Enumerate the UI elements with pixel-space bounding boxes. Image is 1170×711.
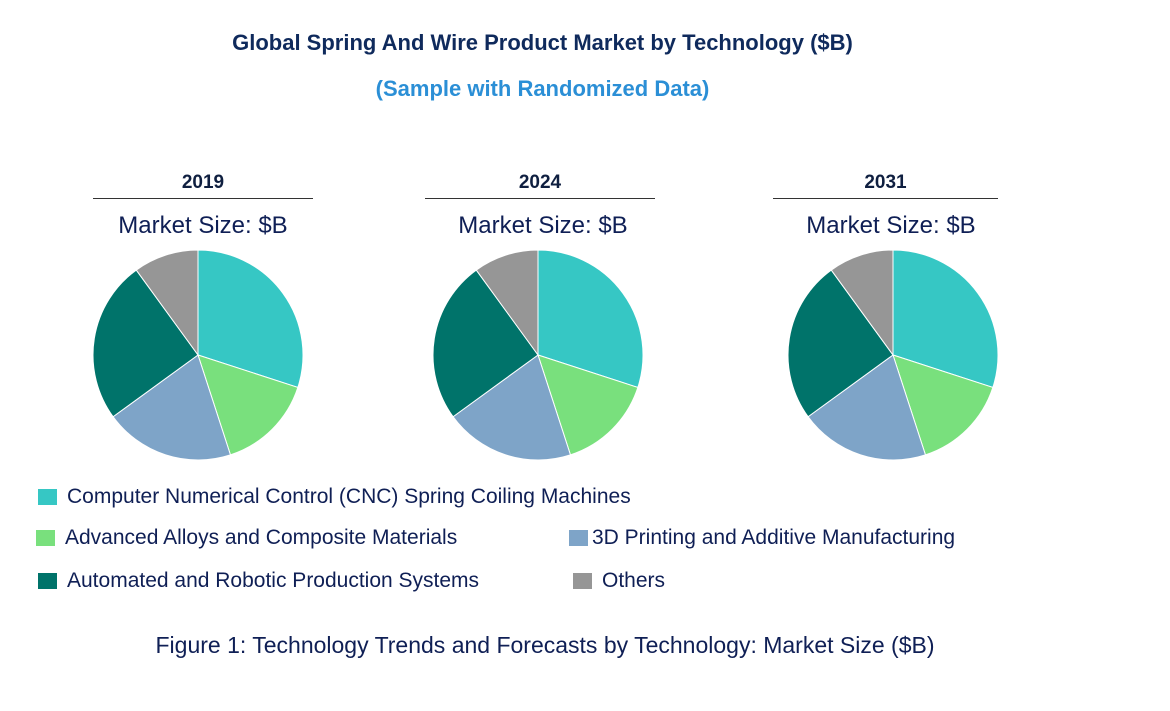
pie-slice-2024-automated	[432, 269, 539, 418]
figure-caption: Figure 1: Technology Trends and Forecast…	[155, 632, 935, 658]
legend-label: Others	[602, 569, 666, 592]
legend-swatch	[38, 573, 57, 589]
pie-slice-2019-alloys	[197, 354, 299, 456]
pie-slice-2031-others	[830, 249, 894, 357]
legend-label: 3D Printing and Additive Manufacturing	[592, 526, 956, 549]
market-size-2031: Market Size: $B	[806, 212, 976, 239]
pie-title-2031: 2031	[864, 172, 907, 193]
pie-title-2019: 2019	[181, 172, 225, 193]
pie-title-2024: 2024	[518, 172, 562, 193]
legend-label: Computer Numerical Control (CNC) Spring …	[67, 485, 631, 508]
market-size-2024: Market Size: $B	[458, 212, 628, 239]
legend-item-cnc: Computer Numerical Control (CNC) Spring …	[38, 485, 631, 509]
market-size-2019: Market Size: $B	[118, 212, 288, 239]
divider	[773, 198, 998, 199]
legend-swatch	[569, 530, 588, 546]
pie-slice-2024-cnc	[537, 249, 644, 389]
legend-label: Automated and Robotic Production Systems	[67, 569, 480, 592]
pie-slice-2031-automated	[787, 269, 894, 418]
pie-slice-2024-alloys	[537, 354, 639, 456]
pie-slice-2019-3d-printing	[112, 354, 232, 461]
chart-title: Global Spring And Wire Product Market by…	[232, 30, 853, 55]
pie-slice-2019-automated	[92, 269, 199, 418]
pie-slice-2019-cnc	[197, 249, 304, 389]
legend-swatch	[36, 530, 55, 546]
legend-item-automated: Automated and Robotic Production Systems	[38, 569, 479, 593]
pie-slice-2031-alloys	[892, 354, 994, 456]
pie-slice-2024-others	[475, 249, 539, 357]
pie-slice-2019-others	[135, 249, 199, 357]
divider	[425, 198, 655, 199]
pie-slice-2031-cnc	[892, 249, 999, 389]
pie-slice-2024-3d-printing	[452, 354, 572, 461]
divider	[93, 198, 313, 199]
legend-item-3d-printing: 3D Printing and Additive Manufacturing	[569, 526, 955, 550]
chart-subtitle: (Sample with Randomized Data)	[375, 76, 710, 101]
legend-swatch	[38, 489, 57, 505]
pie-slice-2031-3d-printing	[807, 354, 927, 461]
legend-swatch	[573, 573, 592, 589]
legend-item-others: Others	[573, 569, 665, 593]
legend-item-alloys: Advanced Alloys and Composite Materials	[36, 526, 457, 550]
legend-label: Advanced Alloys and Composite Materials	[65, 526, 458, 549]
